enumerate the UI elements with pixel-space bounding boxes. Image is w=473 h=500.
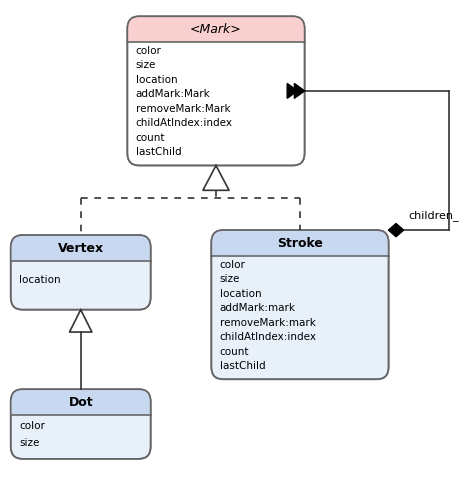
FancyBboxPatch shape	[11, 389, 151, 415]
Bar	[211, 243, 389, 256]
Text: color: color	[19, 420, 45, 430]
FancyBboxPatch shape	[11, 389, 151, 459]
Text: Dot: Dot	[69, 396, 93, 408]
Text: color: color	[136, 46, 162, 56]
Polygon shape	[203, 166, 229, 190]
Text: location: location	[220, 288, 262, 298]
Bar	[11, 402, 151, 415]
FancyBboxPatch shape	[127, 16, 305, 42]
Text: addMark:Mark: addMark:Mark	[136, 90, 210, 100]
FancyBboxPatch shape	[11, 235, 151, 310]
Polygon shape	[287, 84, 298, 98]
Text: removeMark:mark: removeMark:mark	[220, 318, 315, 328]
Bar	[11, 248, 151, 261]
FancyBboxPatch shape	[211, 230, 389, 256]
Text: Vertex: Vertex	[58, 242, 104, 254]
Text: <Mark>: <Mark>	[190, 22, 242, 36]
Polygon shape	[389, 224, 403, 236]
Text: size: size	[19, 438, 39, 448]
FancyBboxPatch shape	[127, 16, 305, 166]
Text: location: location	[136, 75, 177, 85]
Polygon shape	[294, 84, 305, 98]
Text: children_: children_	[408, 210, 459, 220]
Text: addMark:mark: addMark:mark	[220, 303, 296, 313]
Text: childAtIndex:index: childAtIndex:index	[136, 118, 233, 128]
Text: count: count	[136, 133, 165, 143]
Text: Stroke: Stroke	[277, 236, 323, 250]
Text: size: size	[136, 60, 156, 70]
Text: lastChild: lastChild	[136, 148, 181, 158]
Text: size: size	[220, 274, 240, 284]
Bar	[127, 29, 305, 42]
Text: color: color	[220, 260, 245, 270]
Polygon shape	[70, 310, 92, 332]
Text: removeMark:Mark: removeMark:Mark	[136, 104, 230, 114]
Text: count: count	[220, 346, 249, 356]
Text: lastChild: lastChild	[220, 361, 265, 371]
Text: childAtIndex:index: childAtIndex:index	[220, 332, 317, 342]
FancyBboxPatch shape	[211, 230, 389, 380]
FancyBboxPatch shape	[11, 235, 151, 261]
Text: location: location	[19, 276, 61, 285]
